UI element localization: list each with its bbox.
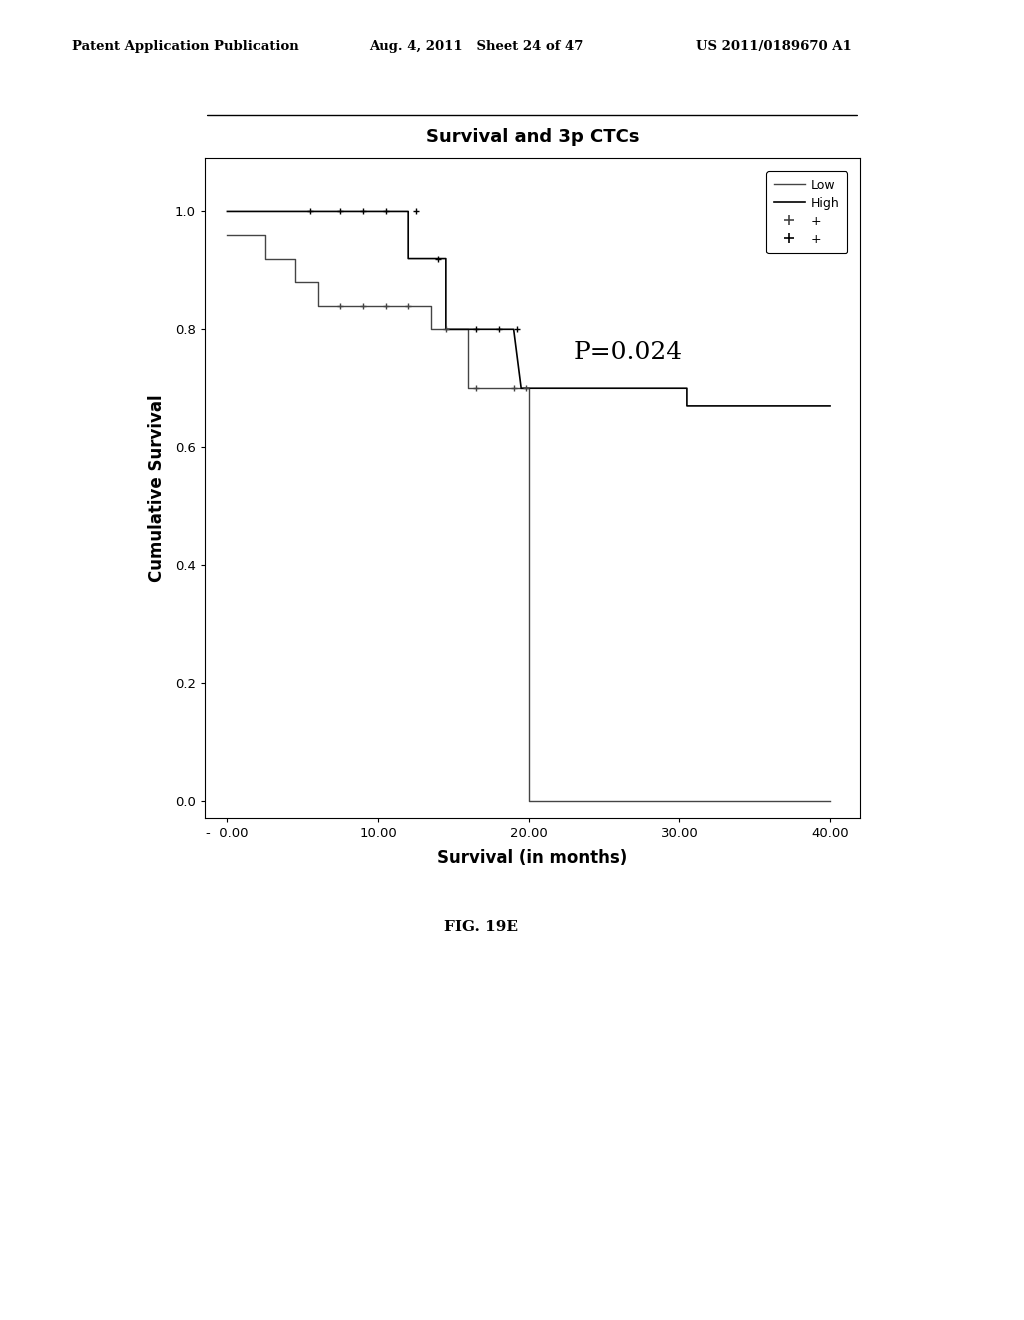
Text: P=0.024: P=0.024 [573, 342, 683, 364]
X-axis label: Survival (in months): Survival (in months) [437, 849, 628, 867]
Title: Survival and 3p CTCs: Survival and 3p CTCs [426, 128, 639, 145]
Legend: Low, High, +, +: Low, High, +, + [766, 172, 847, 253]
Text: FIG. 19E: FIG. 19E [444, 920, 518, 933]
Text: Patent Application Publication: Patent Application Publication [72, 40, 298, 53]
Y-axis label: Cumulative Survival: Cumulative Survival [148, 395, 167, 582]
Text: Aug. 4, 2011   Sheet 24 of 47: Aug. 4, 2011 Sheet 24 of 47 [369, 40, 583, 53]
Text: US 2011/0189670 A1: US 2011/0189670 A1 [696, 40, 852, 53]
